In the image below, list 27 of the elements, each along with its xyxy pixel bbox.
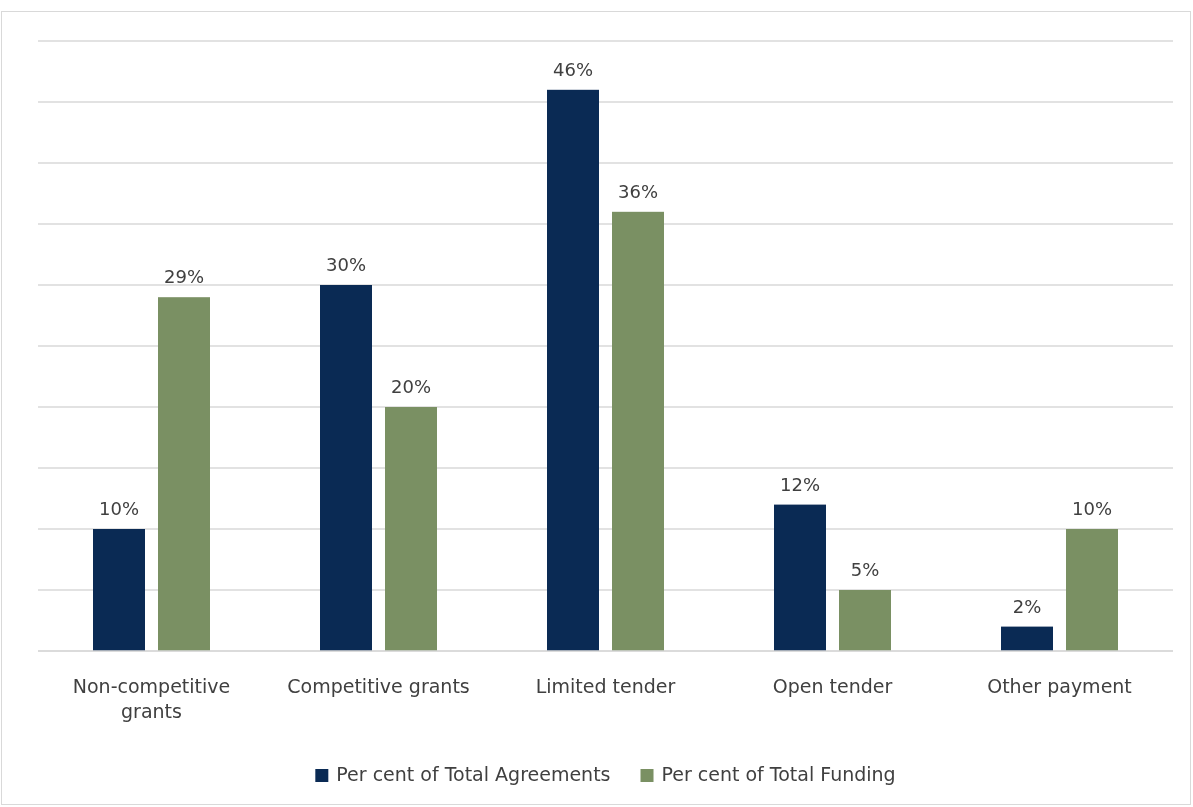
bar bbox=[385, 407, 437, 651]
data-label: 30% bbox=[325, 254, 367, 275]
x-tick-label: Limited tender bbox=[535, 675, 676, 697]
data-label: 36% bbox=[617, 180, 659, 202]
data-label: 10% bbox=[1071, 498, 1113, 519]
x-tick-label: Non-competitive grants bbox=[72, 675, 231, 722]
data-label: 46% bbox=[552, 58, 594, 80]
bar bbox=[612, 211, 664, 651]
bar bbox=[1001, 626, 1053, 651]
x-tick-label: Open tender bbox=[772, 675, 893, 697]
data-label: 20% bbox=[390, 376, 432, 397]
data-label: 29% bbox=[163, 266, 205, 288]
legend-label: Per cent of Total Agreements bbox=[336, 763, 611, 785]
bar bbox=[320, 285, 372, 651]
bar bbox=[547, 89, 599, 651]
bar bbox=[839, 590, 891, 651]
data-label: 2% bbox=[1012, 595, 1042, 617]
bar bbox=[1066, 529, 1118, 651]
data-label: 5% bbox=[850, 559, 880, 580]
bar bbox=[774, 504, 826, 651]
bar bbox=[158, 297, 210, 651]
legend-label: Per cent of Total Funding bbox=[661, 763, 896, 785]
bar bbox=[93, 529, 145, 651]
data-label: 10% bbox=[98, 498, 140, 519]
data-label: 12% bbox=[779, 473, 821, 495]
x-tick-label: Competitive grants bbox=[287, 675, 470, 697]
x-tick-label: Other payment bbox=[987, 675, 1132, 697]
